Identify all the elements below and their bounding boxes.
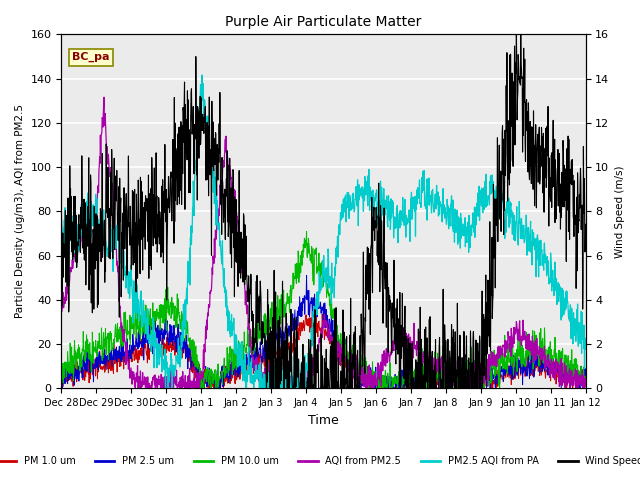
Text: BC_pa: BC_pa — [72, 52, 109, 62]
Title: Purple Air Particulate Matter: Purple Air Particulate Matter — [225, 15, 422, 29]
X-axis label: Time: Time — [308, 414, 339, 427]
Y-axis label: Wind Speed (m/s): Wind Speed (m/s) — [615, 165, 625, 258]
Legend: PM 1.0 um, PM 2.5 um, PM 10.0 um, AQI from PM2.5, PM2.5 AQI from PA, Wind Speed: PM 1.0 um, PM 2.5 um, PM 10.0 um, AQI fr… — [0, 453, 640, 470]
Y-axis label: Particle Density (ug/m3), AQI from PM2.5: Particle Density (ug/m3), AQI from PM2.5 — [15, 104, 25, 318]
